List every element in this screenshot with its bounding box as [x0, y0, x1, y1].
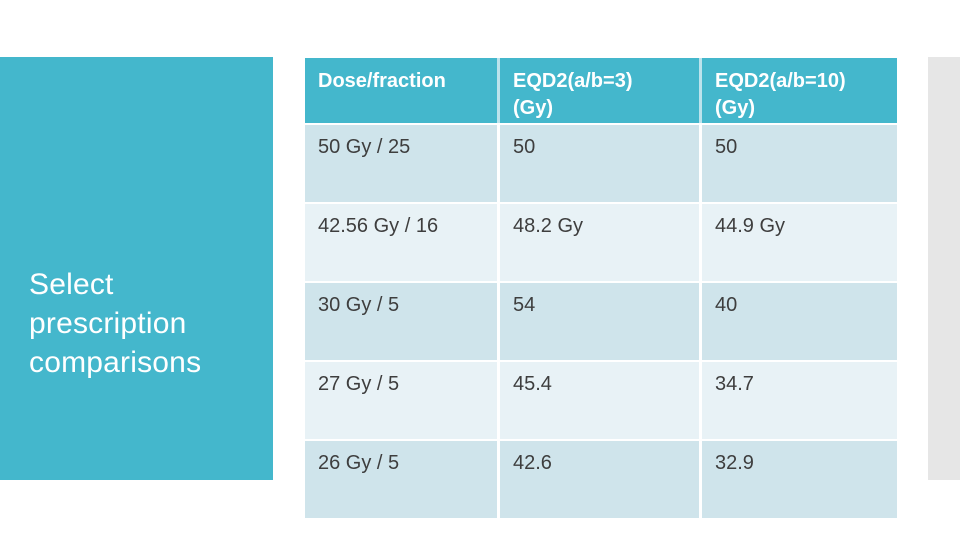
cell-dose-fraction: 30 Gy / 5 [305, 283, 497, 360]
cell-eqd2-ab10: 40 [702, 283, 897, 360]
slide-title: Select prescription comparisons [29, 268, 202, 379]
prescription-comparison-table: Dose/fraction EQD2(a/b=3) (Gy) EQD2(a/b=… [305, 58, 897, 518]
header-cell-eqd2-ab10: EQD2(a/b=10) (Gy) [702, 58, 897, 123]
cell-eqd2-ab3: 54 [500, 283, 699, 360]
title-panel: Select prescription comparisons [0, 57, 273, 480]
header-cell-eqd2-ab3: EQD2(a/b=3) (Gy) [500, 58, 699, 123]
cell-eqd2-ab3: 45.4 [500, 362, 699, 439]
cell-eqd2-ab10: 34.7 [702, 362, 897, 439]
cell-dose-fraction: 26 Gy / 5 [305, 441, 497, 518]
cell-eqd2-ab3: 50 [500, 125, 699, 202]
table-row: 42.56 Gy / 16 48.2 Gy 44.9 Gy [305, 204, 897, 281]
cell-eqd2-ab10: 44.9 Gy [702, 204, 897, 281]
table-header-row: Dose/fraction EQD2(a/b=3) (Gy) EQD2(a/b=… [305, 58, 897, 123]
table-row: 30 Gy / 5 54 40 [305, 283, 897, 360]
table-row: 27 Gy / 5 45.4 34.7 [305, 362, 897, 439]
table-row: 50 Gy / 25 50 50 [305, 125, 897, 202]
cell-eqd2-ab3: 48.2 Gy [500, 204, 699, 281]
cell-eqd2-ab10: 50 [702, 125, 897, 202]
header-cell-dose-fraction: Dose/fraction [305, 58, 497, 123]
cell-dose-fraction: 27 Gy / 5 [305, 362, 497, 439]
cell-eqd2-ab3: 42.6 [500, 441, 699, 518]
cell-dose-fraction: 42.56 Gy / 16 [305, 204, 497, 281]
cell-dose-fraction: 50 Gy / 25 [305, 125, 497, 202]
table-row: 26 Gy / 5 42.6 32.9 [305, 441, 897, 518]
cell-eqd2-ab10: 32.9 [702, 441, 897, 518]
table-body: 50 Gy / 25 50 50 42.56 Gy / 16 48.2 Gy 4… [305, 125, 897, 518]
right-edge-bar [928, 57, 960, 480]
